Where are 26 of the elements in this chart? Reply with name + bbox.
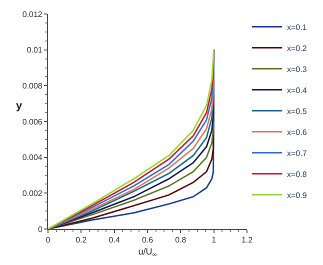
- y-tick-label: 0.008: [22, 81, 43, 90]
- legend-label: x=0.4: [287, 86, 308, 95]
- line-series: [48, 49, 215, 229]
- legend-label: x=0.3: [287, 64, 308, 74]
- y-tick-label: 0.006: [22, 117, 43, 126]
- y-tick-label: 0: [38, 224, 43, 234]
- x-tick-label: 0.4: [108, 236, 120, 245]
- legend-label: x=0.8: [287, 170, 308, 179]
- y-axis-title: y: [16, 100, 23, 112]
- legend-label: x=0.5: [287, 106, 308, 116]
- x-tick-label: 0: [46, 236, 51, 245]
- x-tick-label: 0.8: [175, 236, 187, 245]
- x-tick-label: 1.2: [241, 236, 254, 245]
- legend-label: x=0.9: [287, 190, 308, 200]
- x-axis-title: u/U$_{∞}$: [138, 246, 158, 258]
- x-tick-label: 1: [212, 236, 217, 245]
- legend-label: x=0.6: [287, 128, 308, 137]
- y-tick-label: 0.012: [22, 10, 43, 19]
- y-tick-label: 0.01: [26, 46, 43, 55]
- legend-label: x=0.7: [287, 148, 308, 158]
- y-tick-label: 0.002: [22, 188, 43, 198]
- x-tick-label: 0.2: [76, 236, 88, 245]
- y-tick-label: 0.004: [22, 153, 43, 162]
- legend-label: x=0.2: [287, 44, 308, 53]
- legend-label: x=0.1: [287, 22, 308, 32]
- x-tick-label: 0.6: [142, 236, 154, 245]
